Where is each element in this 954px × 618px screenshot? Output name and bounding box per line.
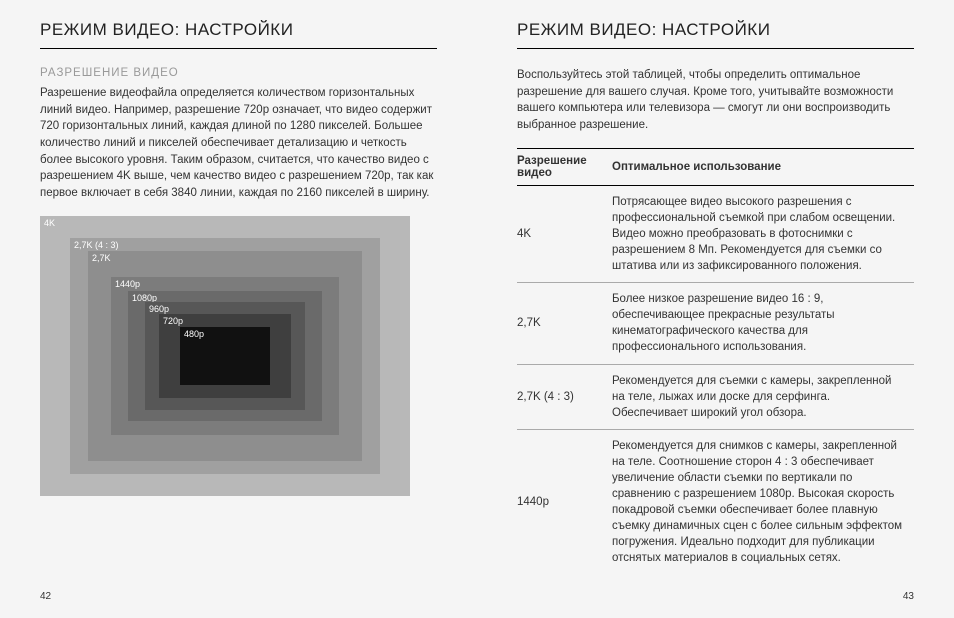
cell-res: 4K <box>517 185 612 282</box>
resolution-paragraph: Разрешение видеофайла определяется колич… <box>40 85 437 202</box>
page-title-left: РЕЖИМ ВИДЕО: НАСТРОЙКИ <box>40 20 437 49</box>
page-title-right: РЕЖИМ ВИДЕО: НАСТРОЙКИ <box>517 20 914 49</box>
table-row: 2,7K Более низкое разрешение видео 16 : … <box>517 283 914 364</box>
page-number-left: 42 <box>40 591 51 602</box>
table-header-row: Разрешение видео Оптимальное использован… <box>517 148 914 185</box>
subheading-resolution: РАЗРЕШЕНИЕ ВИДЕО <box>40 67 437 79</box>
page-number-right: 43 <box>903 591 914 602</box>
table-row: 1440p Рекомендуется для снимков с камеры… <box>517 429 914 574</box>
res-label: 720p <box>163 316 183 326</box>
res-label: 480p <box>184 329 204 339</box>
th-usage: Оптимальное использование <box>612 148 914 185</box>
cell-res: 2,7K <box>517 283 612 364</box>
resolution-diagram: 4K 2,7K (4 : 3) 2,7K 1440p 1080p 960p 72… <box>40 216 410 496</box>
right-page: РЕЖИМ ВИДЕО: НАСТРОЙКИ Воспользуйтесь эт… <box>477 20 954 598</box>
cell-use: Рекомендуется для съемки с камеры, закре… <box>612 364 914 429</box>
cell-res: 2,7K (4 : 3) <box>517 364 612 429</box>
th-resolution: Разрешение видео <box>517 148 612 185</box>
cell-use: Более низкое разрешение видео 16 : 9, об… <box>612 283 914 364</box>
res-box-480: 480p <box>180 327 270 385</box>
res-label: 2,7K <box>92 253 111 263</box>
res-label: 1440p <box>115 279 140 289</box>
resolution-table: Разрешение видео Оптимальное использован… <box>517 148 914 575</box>
res-label: 960p <box>149 304 169 314</box>
cell-use: Рекомендуется для снимков с камеры, закр… <box>612 429 914 574</box>
table-row: 4K Потрясающее видео высокого разрешения… <box>517 185 914 282</box>
res-label: 4K <box>44 218 55 228</box>
cell-use: Потрясающее видео высокого разрешения с … <box>612 185 914 282</box>
table-row: 2,7K (4 : 3) Рекомендуется для съемки с … <box>517 364 914 429</box>
res-label: 2,7K (4 : 3) <box>74 240 119 250</box>
intro-paragraph: Воспользуйтесь этой таблицей, чтобы опре… <box>517 67 914 134</box>
cell-res: 1440p <box>517 429 612 574</box>
left-page: РЕЖИМ ВИДЕО: НАСТРОЙКИ РАЗРЕШЕНИЕ ВИДЕО … <box>0 20 477 598</box>
